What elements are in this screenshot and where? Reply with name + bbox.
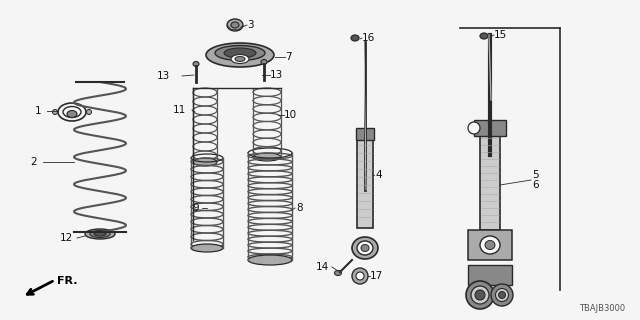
- Text: 3: 3: [247, 20, 253, 30]
- Ellipse shape: [52, 109, 58, 115]
- Ellipse shape: [352, 237, 378, 259]
- Text: 12: 12: [60, 233, 73, 243]
- Ellipse shape: [94, 232, 106, 236]
- FancyBboxPatch shape: [468, 230, 512, 260]
- Text: 11: 11: [173, 105, 186, 115]
- Text: 10: 10: [284, 110, 297, 120]
- Ellipse shape: [193, 158, 217, 166]
- Text: 8: 8: [296, 203, 303, 213]
- Ellipse shape: [471, 286, 489, 304]
- Ellipse shape: [491, 284, 513, 306]
- Ellipse shape: [485, 241, 495, 250]
- Ellipse shape: [475, 290, 485, 300]
- Text: TBAJB3000: TBAJB3000: [579, 304, 625, 313]
- Text: FR.: FR.: [57, 276, 77, 286]
- Ellipse shape: [361, 244, 369, 252]
- Ellipse shape: [466, 281, 494, 309]
- Text: 13: 13: [157, 71, 170, 81]
- Text: 2: 2: [30, 157, 36, 167]
- Ellipse shape: [67, 110, 77, 117]
- Text: 9: 9: [192, 203, 198, 213]
- Ellipse shape: [261, 60, 267, 65]
- Ellipse shape: [206, 43, 274, 67]
- Text: 16: 16: [362, 33, 375, 43]
- Ellipse shape: [86, 109, 92, 115]
- Ellipse shape: [499, 292, 506, 299]
- Ellipse shape: [193, 61, 199, 67]
- Text: 5: 5: [532, 170, 539, 180]
- Ellipse shape: [253, 153, 281, 161]
- Ellipse shape: [480, 33, 488, 39]
- Ellipse shape: [191, 244, 223, 252]
- Ellipse shape: [335, 270, 342, 276]
- Ellipse shape: [231, 22, 239, 28]
- Text: 15: 15: [494, 30, 508, 40]
- Ellipse shape: [356, 272, 364, 280]
- Ellipse shape: [231, 54, 249, 63]
- Ellipse shape: [351, 35, 359, 41]
- Ellipse shape: [480, 236, 500, 254]
- Text: 14: 14: [316, 262, 329, 272]
- Ellipse shape: [352, 268, 368, 284]
- Ellipse shape: [224, 48, 256, 58]
- FancyBboxPatch shape: [356, 128, 374, 140]
- Text: 17: 17: [370, 271, 383, 281]
- Ellipse shape: [495, 289, 509, 301]
- Text: 7: 7: [285, 52, 292, 62]
- FancyBboxPatch shape: [468, 265, 512, 285]
- Ellipse shape: [248, 255, 292, 265]
- Text: 6: 6: [532, 180, 539, 190]
- Ellipse shape: [227, 19, 243, 31]
- Ellipse shape: [357, 241, 373, 255]
- Ellipse shape: [235, 57, 245, 61]
- Ellipse shape: [468, 122, 480, 134]
- Ellipse shape: [90, 230, 110, 237]
- Ellipse shape: [85, 229, 115, 239]
- Text: 1: 1: [35, 106, 42, 116]
- FancyBboxPatch shape: [357, 138, 373, 228]
- FancyBboxPatch shape: [480, 130, 500, 230]
- Text: 13: 13: [270, 70, 284, 80]
- Text: 4: 4: [375, 170, 381, 180]
- FancyBboxPatch shape: [474, 120, 506, 136]
- Ellipse shape: [215, 45, 265, 60]
